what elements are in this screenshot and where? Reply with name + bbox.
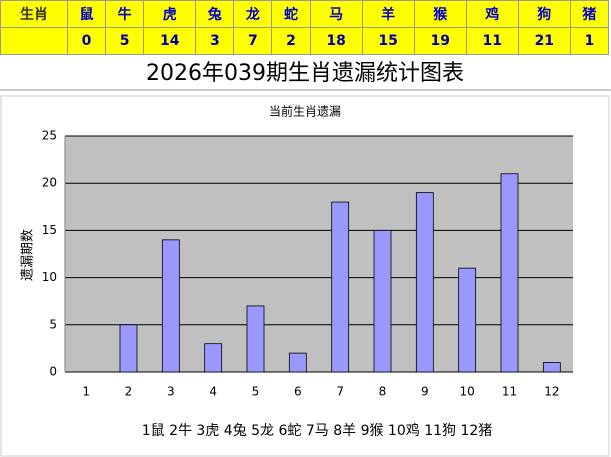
count-cell: 21 <box>517 27 571 55</box>
bar <box>119 324 138 373</box>
x-tick-label: 5 <box>252 385 260 399</box>
x-tick-label: 9 <box>421 385 429 399</box>
x-tick-label: 10 <box>460 385 475 399</box>
zodiac-cell: 龙 <box>233 0 273 28</box>
x-tick-label: 4 <box>209 385 217 399</box>
count-cell: 2 <box>271 27 311 55</box>
y-axis-label: 遗漏期数 <box>20 229 36 281</box>
bar <box>415 192 434 373</box>
chart-title: 2026年039期生肖遗漏统计图表 <box>146 61 464 86</box>
x-tick-label: 3 <box>167 385 175 399</box>
x-tick-label: 7 <box>336 385 344 399</box>
zodiac-cell: 牛 <box>105 0 145 28</box>
bar <box>331 201 350 373</box>
zodiac-table: 生肖鼠牛虎兔龙蛇马羊猴鸡狗猪 0 5 14 3 7 2 18 15 19 11 21 1 <box>0 0 610 55</box>
x-tick-label: 2 <box>125 385 133 399</box>
zodiac-cell: 狗 <box>517 0 571 28</box>
count-cell: 1 <box>569 27 610 55</box>
y-tick-label: 20 <box>42 176 57 190</box>
y-tick-label: 0 <box>49 365 57 379</box>
plot-area <box>65 136 573 372</box>
x-tick-label: 11 <box>502 385 517 399</box>
count-cell: 5 <box>105 27 145 55</box>
count-cell: 3 <box>195 27 235 55</box>
x-tick-label: 8 <box>379 385 387 399</box>
x-tick-label: 12 <box>544 385 559 399</box>
bar <box>458 267 477 373</box>
bar <box>246 305 265 373</box>
header-cell: 生肖 <box>0 0 68 28</box>
y-tick-label: 15 <box>42 223 57 237</box>
count-cell: 7 <box>233 27 273 55</box>
bar <box>500 173 519 373</box>
zodiac-cell: 猪 <box>569 0 610 28</box>
chart-subtitle: 当前生肖遗漏 <box>269 104 341 119</box>
bar <box>204 343 223 373</box>
bar <box>542 362 561 373</box>
zodiac-cell: 鸡 <box>465 0 519 28</box>
zodiac-cell: 鼠 <box>66 0 107 28</box>
count-cell: 11 <box>465 27 519 55</box>
y-tick-label: 10 <box>42 270 57 284</box>
zodiac-cell: 猴 <box>413 0 467 28</box>
bar <box>373 229 392 373</box>
x-tick-label: 1 <box>82 385 90 399</box>
bar <box>161 239 180 373</box>
annotation: 1鼠 2牛 3虎 4兔 5龙 6蛇 7马 8羊 9猴 10鸡 11狗 12猪 <box>142 422 493 439</box>
count-cell: 14 <box>143 27 197 55</box>
y-tick-label: 5 <box>49 317 57 331</box>
bar <box>288 352 307 373</box>
count-cell: 15 <box>361 27 415 55</box>
x-tick-label: 6 <box>294 385 302 399</box>
zodiac-cell: 兔 <box>195 0 235 28</box>
count-cell: 19 <box>413 27 467 55</box>
y-tick-label: 25 <box>42 129 57 143</box>
zodiac-cell: 羊 <box>361 0 415 28</box>
empty-cell <box>0 27 68 55</box>
count-cell: 0 <box>66 27 107 55</box>
count-cell: 18 <box>309 27 363 55</box>
zodiac-cell: 蛇 <box>271 0 311 28</box>
